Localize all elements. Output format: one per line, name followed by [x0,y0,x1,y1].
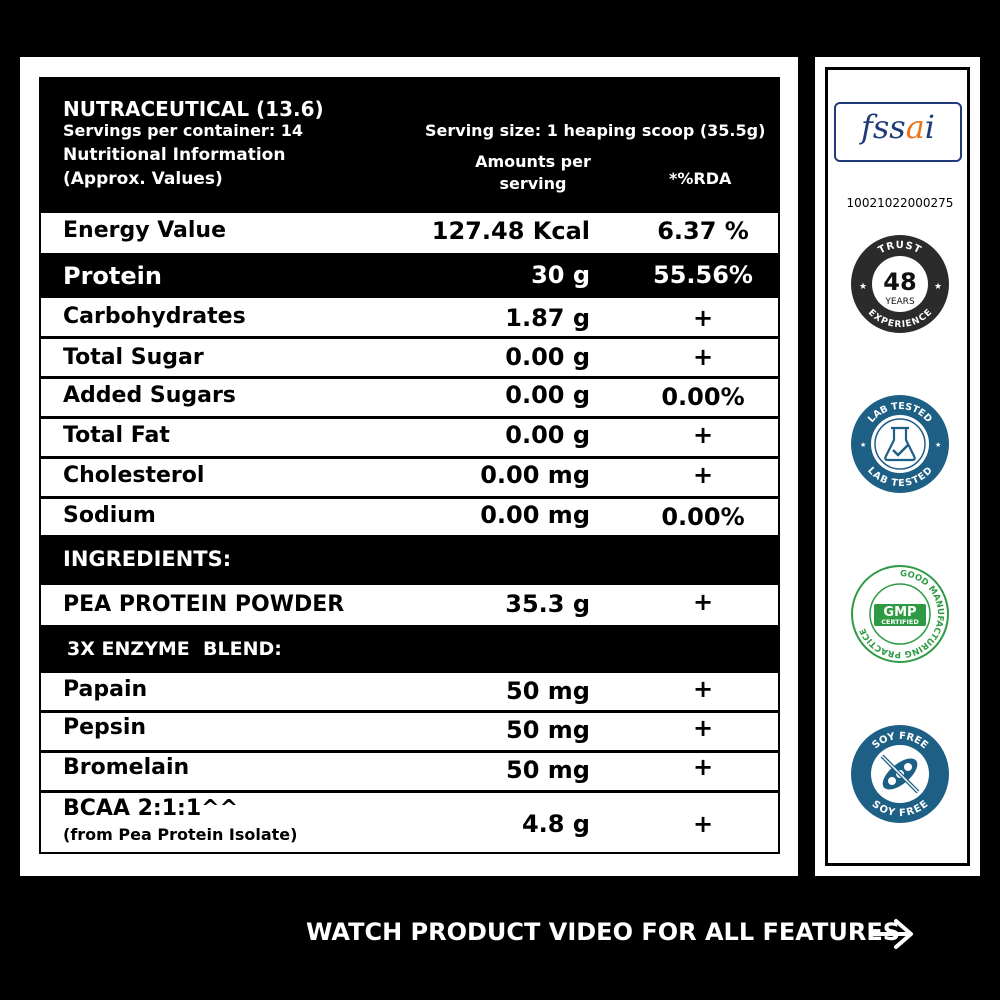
row-divider [41,376,778,379]
arrow-right-icon[interactable] [872,916,916,952]
product-title: NUTRACEUTICAL (13.6) [63,97,324,121]
table-row: Total Fat 0.00 g + [41,419,778,457]
nutrient-name: Added Sugars [63,383,236,408]
enzyme-amount: 50 mg [506,716,590,744]
nutrient-name: Protein [63,262,162,290]
nutrition-table: NUTRACEUTICAL (13.6) Servings per contai… [39,77,780,854]
rda-header: *%RDA [669,169,732,188]
serving-size: Serving size: 1 heaping scoop (35.5g) [425,121,766,140]
enzyme-amount: 50 mg [506,677,590,705]
svg-text:★: ★ [859,282,867,292]
certification-frame: fssai 10021022000275 TRUST EXPERIENCE 48… [825,67,970,866]
ingredients-heading-label: INGREDIENTS: [63,547,232,571]
nutrient-amount: 0.00 mg [480,461,590,489]
enzyme-rda: + [692,753,714,781]
nutrient-name: Total Sugar [63,345,204,370]
soy-free-icon: SOY FREE SOY FREE [851,725,949,823]
table-row: Cholesterol 0.00 mg + [41,459,778,497]
row-divider [41,710,778,713]
nutrient-rda: + [692,461,714,489]
fssai-icon: fssai [861,108,935,146]
enzyme-rda: + [692,675,714,703]
table-row: Pepsin 50 mg + [41,713,778,751]
servings-per-container: Servings per container: 14 [63,121,304,140]
table-row: Papain 50 mg + [41,673,778,711]
nutrient-amount: 1.87 g [505,304,590,332]
svg-text:★: ★ [860,441,866,449]
nutrition-info-label: Nutritional Information [63,145,286,165]
enzyme-blend-heading-label: 3X ENZYME BLEND: [67,638,282,660]
nutrient-name: Sodium [63,503,156,528]
amounts-per-serving-header: Amounts per serving [475,152,591,193]
row-divider [41,336,778,339]
table-row: BCAA 2:1:1^^ (from Pea Protein Isolate) … [41,793,778,852]
ingredient-rda: + [692,588,714,616]
nutrient-amount: 0.00 g [505,343,590,371]
nutrition-panel: NUTRACEUTICAL (13.6) Servings per contai… [20,57,798,876]
enzyme-amount: 50 mg [506,756,590,784]
gmp-main-text: GMP [883,605,916,620]
row-divider [41,496,778,499]
nutrient-rda: 0.00% [661,503,745,531]
enzyme-name: Papain [63,677,148,702]
ingredient-amount: 35.3 g [505,590,590,618]
ingredient-name: PEA PROTEIN POWDER [63,592,345,617]
row-divider [41,456,778,459]
enzyme-blend-heading: 3X ENZYME BLEND: [41,625,778,673]
gmp-sub-text: CERTIFIED [881,618,919,626]
bcaa-name: BCAA 2:1:1^^ [63,796,239,821]
svg-text:TRUST: TRUST [877,240,924,256]
table-row: Protein 30 g 55.56% [41,253,778,298]
fssai-logo: fssai 10021022000275 [834,102,962,210]
badge-number: 48 [883,268,916,296]
bcaa-source: (from Pea Protein Isolate) [63,825,298,844]
table-row: Total Sugar 0.00 g + [41,339,778,377]
nutrient-name: Total Fat [63,423,170,448]
nutrient-name: Carbohydrates [63,304,246,329]
table-header: NUTRACEUTICAL (13.6) Servings per contai… [41,79,778,213]
table-row: Sodium 0.00 mg 0.00% [41,499,778,537]
nutrient-amount: 30 g [531,261,590,289]
certification-panel: fssai 10021022000275 TRUST EXPERIENCE 48… [815,57,980,876]
table-row: Bromelain 50 mg + [41,753,778,791]
trust-48-years-icon: TRUST EXPERIENCE 48 YEARS ★ ★ [851,235,949,333]
bcaa-amount: 4.8 g [521,810,590,838]
table-row: Carbohydrates 1.87 g + [41,298,778,338]
gmp-certified-icon: GOOD MANUFACTURING PRACTICE GMP CERTIFIE… [851,565,949,663]
nutrient-rda: + [692,304,714,332]
nutrient-rda: 55.56% [653,261,753,289]
nutrient-rda: 0.00% [661,383,745,411]
row-divider [41,790,778,793]
enzyme-rda: + [692,714,714,742]
enzyme-name: Pepsin [63,715,147,740]
nutrient-amount: 127.48 Kcal [431,217,590,245]
approx-values-label: (Approx. Values) [63,169,223,189]
table-row: Added Sugars 0.00 g 0.00% [41,379,778,417]
watch-video-link[interactable]: WATCH PRODUCT VIDEO FOR ALL FEATURES [306,918,900,946]
svg-text:★: ★ [934,282,942,292]
nutrient-name: Energy Value [63,218,227,243]
nutrient-rda: + [692,421,714,449]
bcaa-rda: + [692,810,714,838]
nutrient-amount: 0.00 g [505,421,590,449]
nutrient-name: Cholesterol [63,463,205,488]
svg-text:★: ★ [935,441,941,449]
fssai-license-number: 10021022000275 [846,196,954,210]
table-row: PEA PROTEIN POWDER 35.3 g + [41,585,778,625]
nutrient-amount: 0.00 mg [480,501,590,529]
table-row: Energy Value 127.48 Kcal 6.37 % [41,213,778,253]
badge-mid-text: YEARS [884,297,915,307]
nutrient-amount: 0.00 g [505,381,590,409]
row-divider [41,416,778,419]
ingredients-heading: INGREDIENTS: [41,535,778,585]
enzyme-name: Bromelain [63,755,190,780]
lab-tested-icon: LAB TESTED LAB TESTED ★ ★ [851,395,949,493]
row-divider [41,750,778,753]
nutrient-rda: + [692,343,714,371]
badge-top-text: TRUST [877,240,923,256]
nutrient-rda: 6.37 % [657,217,749,245]
